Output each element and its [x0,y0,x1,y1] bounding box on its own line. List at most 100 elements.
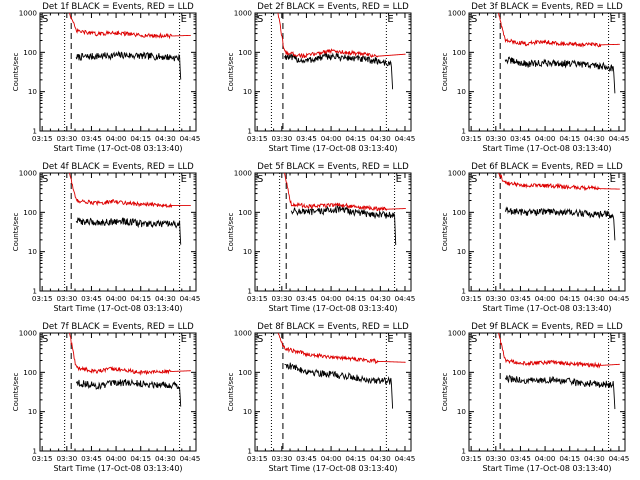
y-tick-label: 1000 [448,169,467,178]
x-tick-label: 04:15 [559,454,580,463]
y-tick-label: 1000 [234,329,253,338]
y-tick-label: 1000 [234,9,253,18]
detector-panel-9: Det 9f BLACK = Events, RED = LLD 1 10 100 10… [441,322,629,473]
x-tick-label: 03:30 [56,454,77,463]
detector-panel-1: Det 1f BLACK = Events, RED = LLD 1 10 100 10… [12,2,200,153]
start-marker-label: S [42,334,48,345]
y-axis-label: Counts/sec [441,213,449,252]
events-series-line [75,50,182,80]
panel-title: Det 9f BLACK = Events, RED = LLD [471,322,623,332]
plot-frame [39,12,197,132]
x-tick-label: 04:45 [395,294,416,303]
x-tick-label: 03:15 [461,134,482,143]
x-tick-label: 04:30 [155,134,176,143]
x-tick-label: 03:30 [485,294,506,303]
detector-panel-2: Det 2f BLACK = Events, RED = LLD 1 10 100 10… [227,2,415,153]
x-tick-label: 04:30 [584,454,605,463]
end-marker-label: E [181,14,187,25]
x-tick-label: 04:00 [321,294,342,303]
y-tick-label: 100 [23,208,37,217]
x-tick-label: 04:30 [370,294,391,303]
events-series-line [75,378,182,407]
x-tick-label: 03:15 [32,134,53,143]
x-tick-label: 03:30 [271,454,292,463]
y-axis-label: Counts/sec [441,53,449,92]
y-tick-label: 10 [243,247,253,256]
y-tick-label: 10 [243,87,253,96]
start-marker-label: S [257,334,263,345]
start-marker-label: S [471,14,477,25]
panel-title: Det 1f BLACK = Events, RED = LLD [42,2,194,12]
x-axis-label: Start Time (17-Oct-08 03:13:40) [268,464,397,473]
start-marker-label: S [471,334,477,345]
detector-panel-3: Det 3f BLACK = Events, RED = LLD 1 10 100 10… [441,2,629,153]
events-series-line [504,374,616,410]
x-tick-label: 04:15 [345,454,366,463]
x-tick-label: 04:30 [584,294,605,303]
x-tick-label: 03:30 [485,134,506,143]
x-tick-label: 03:15 [461,454,482,463]
x-tick-label: 04:30 [155,454,176,463]
x-axis-label: Start Time (17-Oct-08 03:13:40) [53,304,182,313]
y-tick-label: 100 [452,48,466,57]
x-tick-label: 04:15 [130,294,151,303]
lld-series-line [69,172,191,209]
x-tick-label: 04:45 [180,134,201,143]
x-tick-label: 03:30 [271,134,292,143]
y-tick-label: 100 [452,208,466,217]
x-tick-label: 04:45 [180,294,201,303]
y-tick-label: 10 [28,247,38,256]
x-tick-label: 03:45 [81,294,102,303]
x-axis-label: Start Time (17-Oct-08 03:13:40) [268,304,397,313]
y-axis-label: Counts/sec [227,213,235,252]
y-axis-label: Counts/sec [12,213,20,252]
panel-title: Det 7f BLACK = Events, RED = LLD [42,322,194,332]
lld-series-line [284,172,406,212]
x-tick-label: 04:00 [321,454,342,463]
events-series-line [504,206,616,241]
end-marker-label: E [610,334,616,345]
y-axis-label: Counts/sec [227,53,235,92]
y-tick-label: 100 [238,48,252,57]
x-tick-label: 03:45 [510,454,531,463]
lld-series-line [277,12,406,59]
panel-title: Det 6f BLACK = Events, RED = LLD [471,162,623,172]
panel-title: Det 2f BLACK = Events, RED = LLD [257,2,409,12]
y-axis-label: Counts/sec [12,53,20,92]
detector-panel-7: Det 7f BLACK = Events, RED = LLD 1 10 100 10… [12,322,200,473]
x-tick-label: 04:45 [609,294,630,303]
x-tick-label: 03:45 [81,134,102,143]
detector-panel-8: Det 8f BLACK = Events, RED = LLD 1 10 100 10… [227,322,415,473]
detector-panel-4: Det 4f BLACK = Events, RED = LLD 1 10 100 10… [12,162,200,313]
x-tick-label: 03:45 [510,134,531,143]
x-axis-label: Start Time (17-Oct-08 03:13:40) [482,304,611,313]
y-tick-label: 100 [452,368,466,377]
x-tick-label: 04:45 [609,454,630,463]
plot-frame [468,172,626,292]
plot-frame [254,12,412,132]
events-series-line [504,56,616,94]
end-marker-label: E [610,14,616,25]
x-tick-label: 04:45 [180,454,201,463]
start-marker-label: S [42,14,48,25]
x-tick-label: 03:30 [56,294,77,303]
y-tick-label: 1 [32,127,37,136]
detector-panel-6: Det 6f BLACK = Events, RED = LLD 1 10 100 10… [441,162,629,313]
x-tick-label: 03:45 [296,454,317,463]
y-tick-label: 1 [32,287,37,296]
x-axis-label: Start Time (17-Oct-08 03:13:40) [482,464,611,473]
y-tick-label: 1000 [448,9,467,18]
y-tick-label: 10 [243,407,253,416]
x-tick-label: 04:45 [609,134,630,143]
events-series-line [284,362,394,409]
x-tick-label: 04:00 [535,294,556,303]
x-tick-label: 03:15 [247,454,268,463]
x-tick-label: 04:00 [106,454,127,463]
y-tick-label: 100 [238,368,252,377]
events-series-line [75,217,182,245]
y-tick-label: 10 [457,407,467,416]
end-marker-label: E [387,334,393,345]
end-marker-label: E [181,334,187,345]
x-axis-label: Start Time (17-Oct-08 03:13:40) [53,464,182,473]
